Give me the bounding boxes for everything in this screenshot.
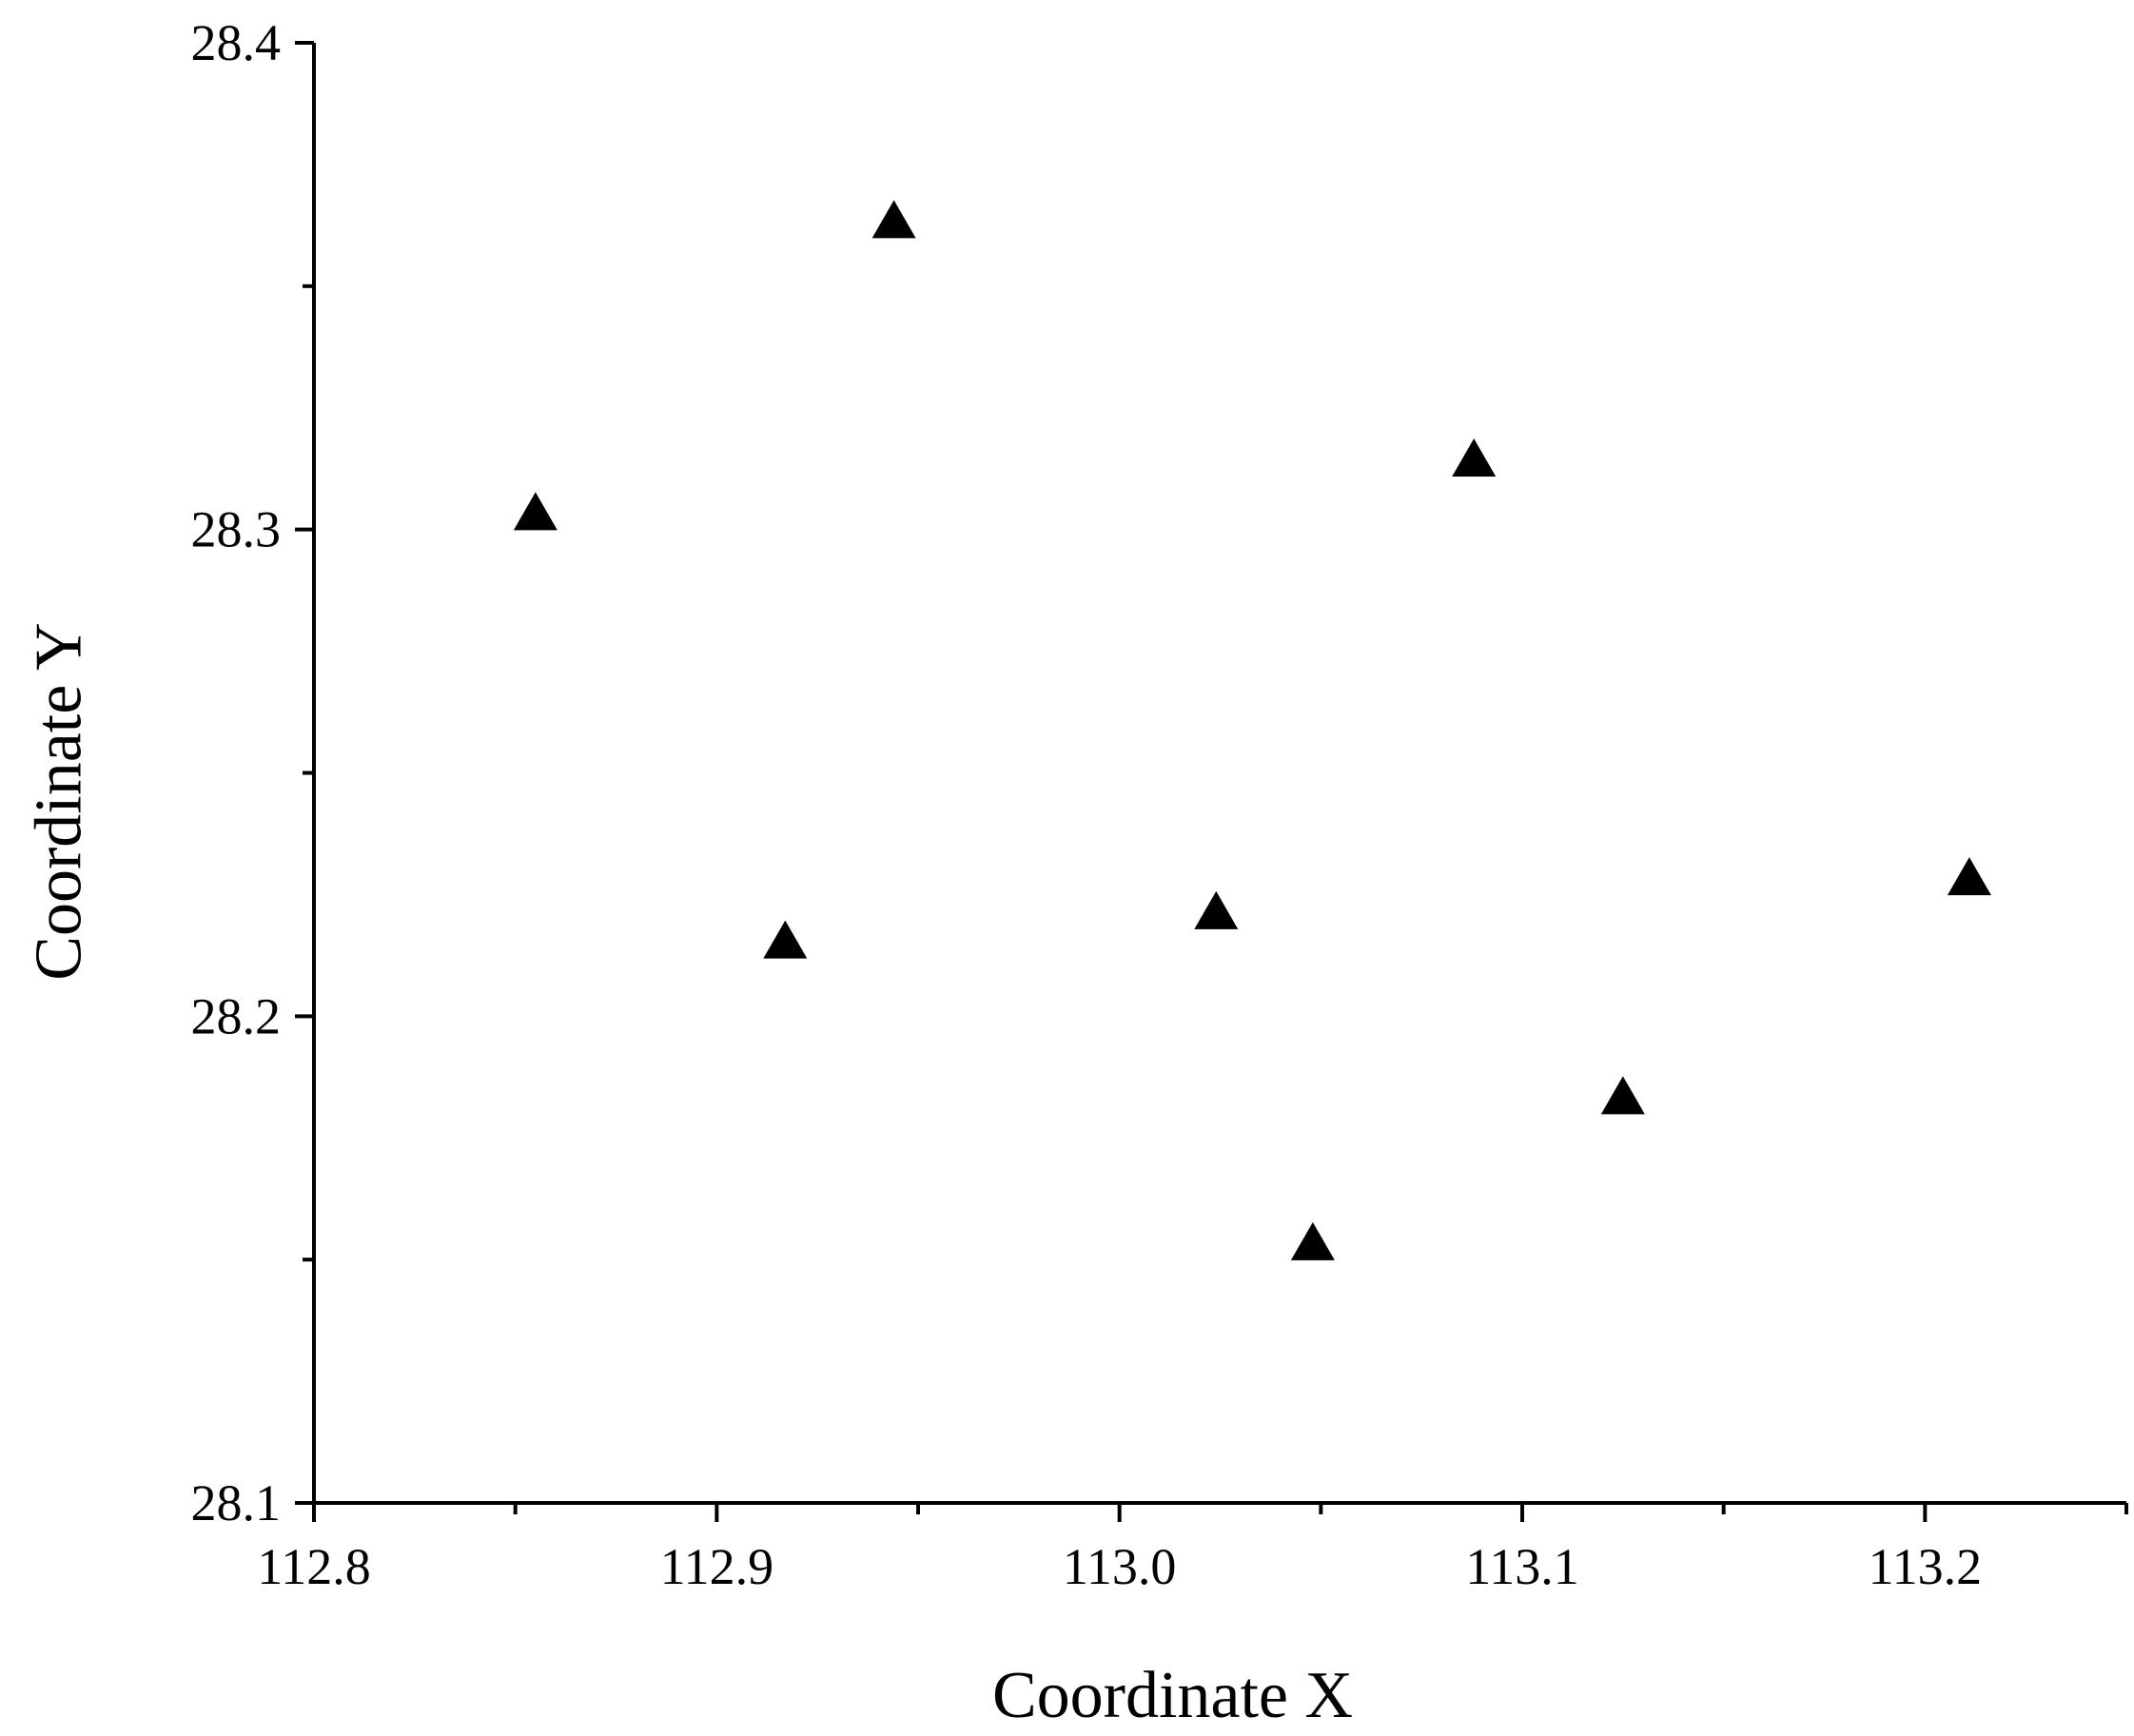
data-point-triangle — [1194, 890, 1239, 929]
data-point-triangle — [1947, 857, 1991, 896]
y-tick-label: 28.3 — [191, 501, 282, 558]
y-tick-label: 28.4 — [191, 14, 282, 71]
data-points — [513, 200, 1991, 1260]
x-tick-label: 112.9 — [660, 1538, 774, 1595]
x-tick-label: 113.0 — [1063, 1538, 1177, 1595]
x-tick-label: 113.2 — [1869, 1538, 1983, 1595]
data-point-triangle — [1290, 1221, 1335, 1260]
axes — [312, 43, 2126, 1505]
data-point-triangle — [871, 200, 916, 239]
data-point-triangle — [1452, 439, 1497, 478]
data-point-triangle — [1600, 1076, 1645, 1115]
data-point-triangle — [513, 492, 558, 531]
x-axis-title: Coordinate X — [992, 1659, 1353, 1732]
y-tick-label: 28.1 — [191, 1474, 282, 1531]
y-axis-title: Coordinate Y — [23, 622, 96, 981]
y-tick-label: 28.2 — [191, 987, 282, 1044]
x-tick-label: 112.8 — [257, 1538, 371, 1595]
tick-labels: 112.8 112.9 113.0 113.1 113.2 28.1 28.2 28.3 28.… — [191, 14, 1983, 1595]
x-tick-label: 113.1 — [1465, 1538, 1579, 1595]
ticks — [295, 41, 2128, 1522]
data-point-triangle — [763, 920, 808, 959]
